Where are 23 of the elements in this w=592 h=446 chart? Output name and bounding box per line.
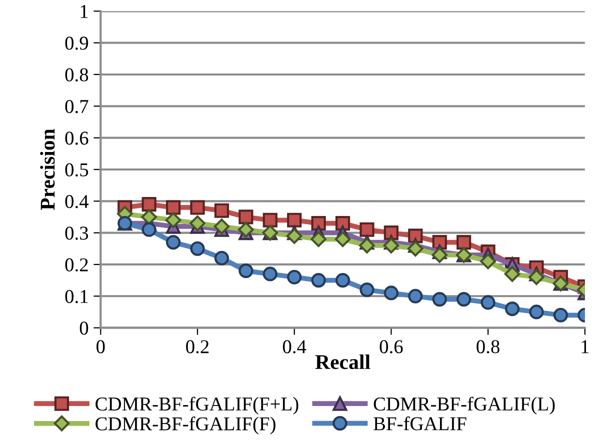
y-tick-label: 0.1 [65,290,88,304]
y-tick-label: 0.6 [65,132,88,145]
y-tick-label: 0.7 [65,100,88,114]
y-tick-label: 0.3 [65,226,88,240]
y-tick-label: 0.2 [65,258,88,272]
x-tick-label: 0.4 [282,340,306,354]
x-tick-label: 1 [582,340,589,354]
legend-label: CDMR-BF-fGALIF(L) [374,396,555,415]
y-tick-label: 0 [80,322,88,335]
x-tick-label: 0.8 [476,340,500,354]
legend-label: BF-fGALIF [374,416,466,430]
x-tick-label: 0.2 [186,340,209,354]
legend-label: CDMR-BF-fGALIF(F) [96,416,276,434]
y-tick-label: 0.8 [65,68,88,82]
y-tick-label: 1 [80,5,88,18]
x-axis-title: Recall [315,354,370,370]
y-tick-label: 0.5 [65,163,88,177]
x-tick-label: 0 [96,340,105,354]
y-tick-label: 0.9 [65,36,88,50]
legend-label: CDMR-BF-fGALIF(F+L) [96,396,298,415]
y-tick-label: 0.4 [65,194,89,208]
x-tick-label: 0.6 [380,340,403,354]
y-axis-title: Precision [40,128,55,210]
